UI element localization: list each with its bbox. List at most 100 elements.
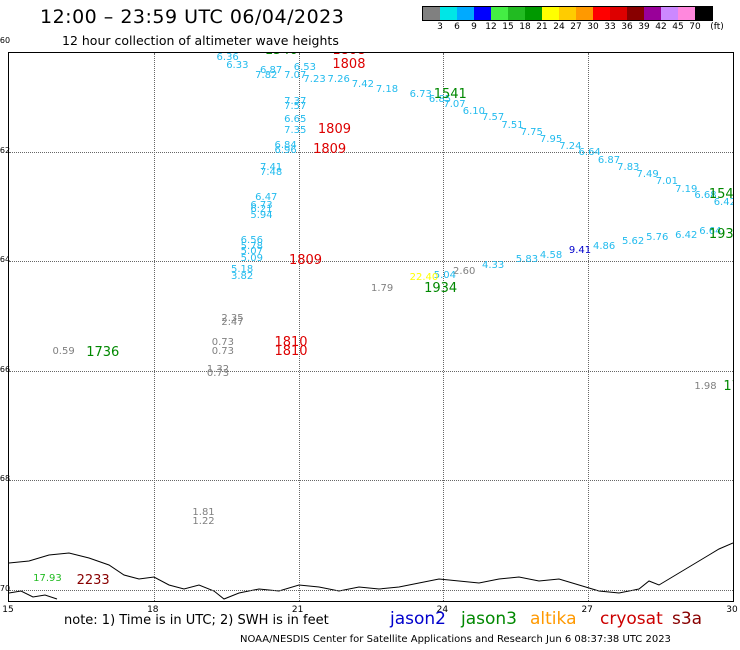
meridian-gridline — [298, 53, 300, 601]
wave-height-reading: 22.40 — [409, 272, 439, 284]
wave-height-reading: 7.41 — [259, 161, 283, 173]
parallel-gridline — [9, 261, 733, 263]
pass-time-label: 1808 — [332, 53, 365, 57]
wave-height-reading: 7.57 — [482, 112, 505, 124]
legend-swatch — [440, 7, 457, 20]
legend-tick-label: 27 — [570, 22, 582, 32]
legend-swatch — [474, 7, 491, 20]
legend-swatch — [491, 7, 508, 20]
wave-height-reading: 1.79 — [371, 283, 394, 295]
wave-height-reading: 7.35 — [284, 125, 307, 137]
wave-height-reading: 7.37 — [284, 95, 307, 107]
satellite-name-altika: altika — [530, 609, 577, 629]
satellite-name-jason2: jason2 — [390, 609, 446, 629]
wave-height-reading: 0.73 — [211, 336, 234, 348]
wave-height-reading: 6.87 — [259, 64, 283, 76]
wave-height-reading: 1.98 — [694, 380, 717, 392]
wave-height-reading: 7.18 — [375, 83, 399, 95]
wave-height-reading: 6.82 — [202, 53, 224, 54]
legend-tick-label: 70 — [689, 22, 701, 32]
legend-swatch — [661, 7, 678, 20]
meridian-gridline — [443, 53, 445, 601]
wave-height-reading: 7.26 — [327, 73, 350, 85]
legend-swatch — [542, 7, 559, 20]
wave-height-reading: 6.10 — [462, 105, 485, 117]
wave-height-reading: 5.07 — [240, 245, 263, 257]
pass-time-label: 1809 — [313, 141, 347, 157]
legend-tick-label: 12 — [485, 22, 497, 32]
wave-height-reading: 0.59 — [52, 345, 75, 357]
wave-height-reading: 4.86 — [593, 240, 616, 252]
longitude-tick-label: 27 — [581, 605, 593, 615]
wave-height-reading: 7.83 — [617, 161, 640, 173]
legend-swatch — [678, 7, 695, 20]
longitude-tick-label: 18 — [147, 605, 159, 615]
pass-time-label: 1736 — [86, 344, 120, 360]
meridian-gridline — [153, 53, 155, 601]
wave-height-reading: 6.56 — [240, 235, 263, 247]
pass-time-label: 1810 — [274, 334, 308, 350]
wave-height-reading: 7.95 — [539, 134, 563, 146]
wave-height-reading: 6.33 — [226, 59, 249, 71]
map-subtitle: 12 hour collection of altimeter wave hei… — [62, 33, 339, 48]
wave-height-reading: 7.24 — [559, 140, 582, 152]
legend-tick-label: 24 — [553, 22, 565, 32]
wave-height-reading: 2.60 — [453, 265, 476, 277]
wave-height-reading: 6.65 — [284, 114, 307, 126]
wave-height-reading: 4.58 — [539, 250, 563, 262]
pass-time-label: 1541 — [433, 87, 467, 103]
wave-height-reading: 5.62 — [621, 236, 645, 248]
pass-time-label: 1808 — [332, 57, 366, 73]
legend-swatch — [627, 7, 644, 20]
wave-height-reading: 6.73 — [250, 199, 273, 211]
wave-height-reading: 0.73 — [206, 367, 230, 379]
wave-height-reading: 6.42 — [713, 196, 734, 208]
wave-height-reading: 3.82 — [231, 271, 254, 283]
legend-tick-label: 36 — [621, 22, 633, 32]
wave-height-reading: 5.94 — [250, 209, 273, 221]
legend-tick-label: 39 — [638, 22, 650, 32]
legend-swatch — [644, 7, 661, 20]
legend-tick-label: 18 — [519, 22, 531, 32]
pass-time-label: 1809 — [317, 122, 351, 138]
credit-line: NOAA/NESDIS Center for Satellite Applica… — [240, 634, 671, 645]
parallel-gridline — [9, 590, 733, 592]
wave-height-reading: 5.83 — [515, 253, 539, 265]
wave-height-reading: 7.75 — [520, 126, 543, 138]
wave-height-reading: 6.36 — [216, 52, 239, 63]
legend-tick-label: 6 — [454, 22, 460, 32]
pass-time-label: 1935 — [708, 227, 734, 243]
legend-ticks: 3 6 9 12 15 18 21 24 27 30 33 36 39 42 45 70 (ft) — [422, 21, 724, 35]
legend-tick-label: 45 — [672, 22, 684, 32]
legend-unit: (ft) — [710, 22, 724, 32]
wave-height-reading: 6.38 — [294, 53, 316, 55]
wave-height-reading: 7.51 — [501, 119, 524, 131]
wave-height-reading: 5.18 — [231, 263, 254, 275]
wave-height-reading: 7.82 — [255, 69, 278, 81]
wave-height-reading: 5.04 — [433, 270, 456, 282]
legend-swatch — [525, 7, 542, 20]
latitude-tick-label: -66 — [0, 364, 11, 374]
wave-height-reading: 7.07 — [443, 99, 466, 111]
wave-height-reading: 6.53 — [293, 61, 317, 73]
wave-height-reading: 7.42 — [351, 79, 374, 91]
legend-tick-label: 15 — [502, 22, 514, 32]
wave-height-reading: 6.85 — [428, 93, 452, 105]
map-title: 12:00 – 23:59 UTC 06/04/2023 — [40, 6, 345, 28]
wave-height-reading: 7.49 — [636, 169, 659, 181]
latitude-tick-label: -60 — [0, 36, 11, 46]
wave-height-reading: 6.21 — [250, 204, 273, 216]
wave-height-reading: 7.23 — [303, 73, 326, 85]
latitude-tick-label: -62 — [0, 145, 11, 155]
pass-time-label: 1934 — [424, 281, 458, 297]
wave-height-reading: 5.78 — [240, 240, 263, 252]
wave-height-reading: 7.07 — [284, 69, 307, 81]
legend-tick-label: 30 — [587, 22, 599, 32]
legend-swatch — [593, 7, 610, 20]
longitude-tick-label: 15 — [2, 605, 14, 615]
wave-height-reading: 6.68 — [694, 190, 717, 202]
footnote: note: 1) Time is in UTC; 2) SWH is in fe… — [64, 613, 329, 628]
pass-time-label: 173 — [723, 378, 733, 394]
wave-height-reading: 2.35 — [221, 312, 244, 324]
